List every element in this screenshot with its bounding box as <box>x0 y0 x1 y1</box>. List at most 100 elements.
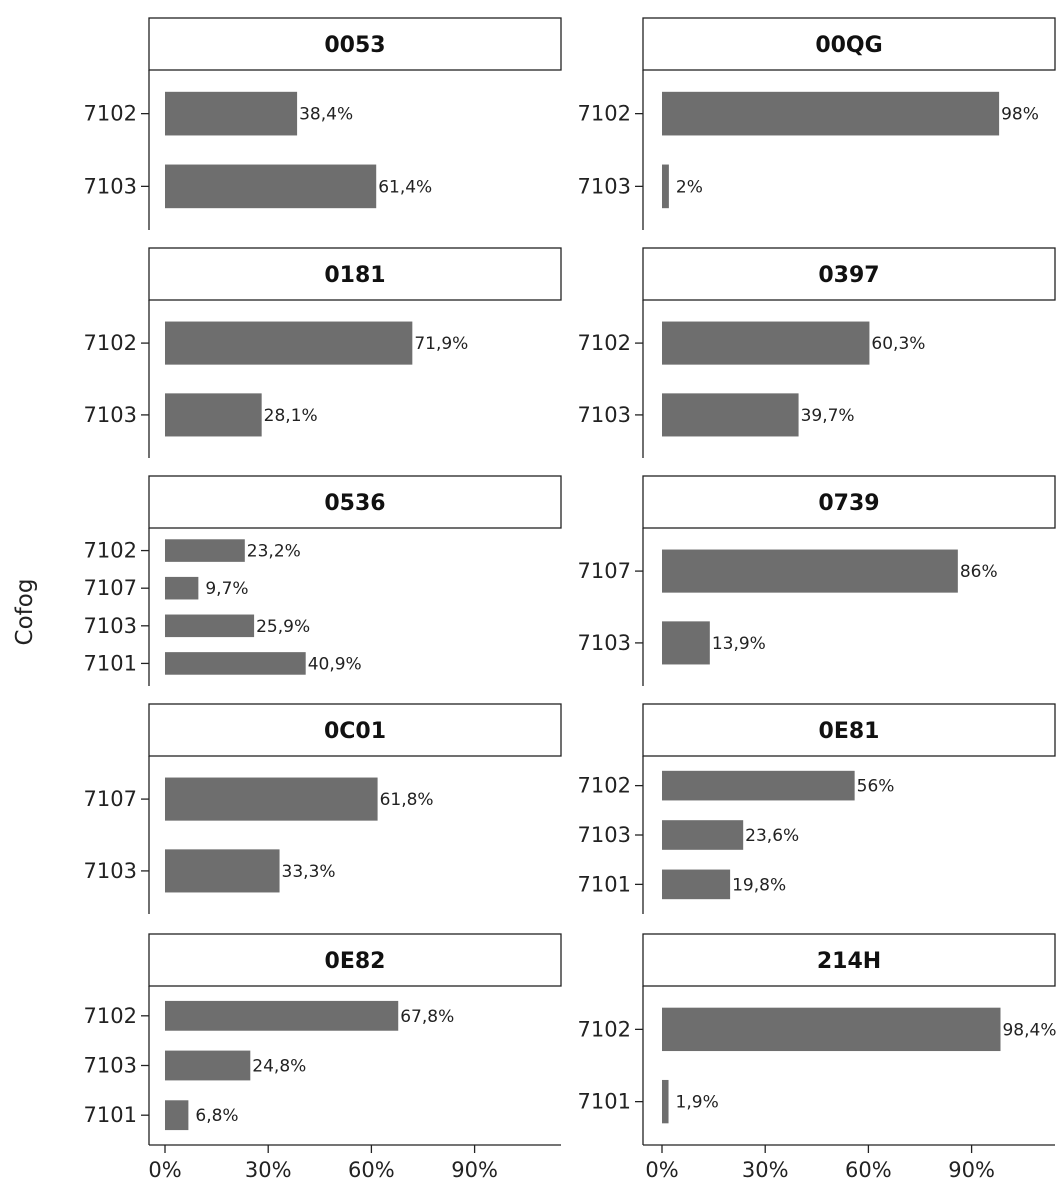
panel-00qg-bar-7102 <box>662 91 1000 136</box>
panel-0739-title: 0739 <box>818 491 879 516</box>
panel-00qg-value-label-7103: 2% <box>676 177 703 197</box>
panel-0536-bar-7101 <box>165 652 306 675</box>
panel-0536-value-label-7107: 9,7% <box>205 579 248 599</box>
panel-0c01-y-tick-label: 7107 <box>84 787 137 811</box>
panel-0e81-title: 0E81 <box>819 719 880 744</box>
y-axis-title: Cofog <box>12 579 38 646</box>
panel-0053-value-label-7103: 61,4% <box>378 177 432 197</box>
panel-0536-value-label-7103: 25,9% <box>256 617 310 637</box>
panel-0181-title: 0181 <box>324 263 385 288</box>
panel-0e82-bar-7103 <box>165 1050 251 1081</box>
panel-0e82-value-label-7103: 24,8% <box>252 1057 306 1077</box>
panel-214h-y-tick-label: 7102 <box>578 1017 631 1041</box>
panel-0536-bar-7102 <box>165 539 245 562</box>
panel-0e82-bar-7102 <box>165 1000 399 1031</box>
panel-0053-title: 0053 <box>324 33 385 58</box>
panel-0c01-bar-7107 <box>165 777 378 821</box>
panel-00qg-value-label-7102: 98% <box>1001 105 1039 125</box>
panel-0536-title: 0536 <box>324 491 385 516</box>
panel-0e82-value-label-7102: 67,8% <box>400 1007 454 1027</box>
panel-0e81-bar-7102 <box>662 770 855 801</box>
panel-0e81-value-label-7101: 19,8% <box>732 875 786 895</box>
panel-0536-strip <box>148 475 562 529</box>
panel-00qg-bar-7103 <box>662 164 669 209</box>
x-tick-label: 30% <box>245 1158 292 1182</box>
panel-0181-bar-7102 <box>165 321 413 365</box>
panel-0181-bar-7103 <box>165 393 262 437</box>
x-tick-label: 90% <box>948 1158 995 1182</box>
x-tick-label: 60% <box>845 1158 892 1182</box>
panel-0e81-value-label-7102: 56% <box>857 777 895 797</box>
panel-0053-strip <box>148 17 562 71</box>
panel-0739-value-label-7103: 13,9% <box>712 634 766 654</box>
panel-00qg-strip <box>642 17 1056 71</box>
panel-0739-bar-7103 <box>662 621 710 665</box>
x-tick-label: 60% <box>348 1158 395 1182</box>
panel-214h-value-label-7101: 1,9% <box>676 1093 719 1113</box>
panel-0053-y-tick-label: 7102 <box>84 102 137 126</box>
panel-0397-y-tick-label: 7102 <box>578 331 631 355</box>
panel-0e81-strip <box>642 703 1056 757</box>
panel-0c01-y-tick-label: 7103 <box>84 859 137 883</box>
panel-0053-y-tick-label: 7103 <box>84 174 137 198</box>
panel-0e82-value-label-7101: 6,8% <box>195 1106 238 1126</box>
x-tick-label: 0% <box>148 1158 181 1182</box>
panel-0e81-y-tick-label: 7103 <box>578 823 631 847</box>
panel-00qg-y-tick-label: 7103 <box>578 174 631 198</box>
panel-0c01-title: 0C01 <box>324 719 386 744</box>
panel-0397-y-tick-label: 7103 <box>578 403 631 427</box>
panel-0536-y-tick-label: 7103 <box>84 614 137 638</box>
panel-0053-bar-7103 <box>165 164 377 209</box>
panel-0397-strip <box>642 247 1056 301</box>
panel-214h-strip <box>642 933 1056 987</box>
panel-0181-strip <box>148 247 562 301</box>
panel-0536-y-tick-label: 7107 <box>84 576 137 600</box>
panel-0181-y-tick-label: 7103 <box>84 403 137 427</box>
panel-0181-value-label-7103: 28,1% <box>264 406 318 426</box>
panel-0397-value-label-7102: 60,3% <box>871 334 925 354</box>
panel-0e82-y-tick-label: 7103 <box>84 1054 137 1078</box>
panel-214h-title: 214H <box>817 949 881 974</box>
panel-00qg-title: 00QG <box>815 33 882 58</box>
panel-0e81-bar-7101 <box>662 869 731 900</box>
panel-0397-bar-7103 <box>662 393 799 437</box>
panel-0739-bar-7107 <box>662 549 958 593</box>
panel-0181-y-tick-label: 7102 <box>84 331 137 355</box>
panel-0397-bar-7102 <box>662 321 870 365</box>
panel-0536-value-label-7102: 23,2% <box>247 542 301 562</box>
panel-0739-y-tick-label: 7103 <box>578 631 631 655</box>
panel-214h-bar-7101 <box>662 1079 669 1124</box>
panel-0397-value-label-7103: 39,7% <box>801 406 855 426</box>
x-tick-label: 90% <box>451 1158 498 1182</box>
x-tick-label: 30% <box>742 1158 789 1182</box>
panel-0e82-y-tick-label: 7101 <box>84 1103 137 1127</box>
panel-0c01-value-label-7103: 33,3% <box>282 862 336 882</box>
panel-0e82-y-tick-label: 7102 <box>84 1004 137 1028</box>
panel-0536-bar-7103 <box>165 614 255 638</box>
panel-0536-bar-7107 <box>165 576 199 600</box>
panel-0536-value-label-7101: 40,9% <box>308 654 362 674</box>
panel-0739-value-label-7107: 86% <box>960 562 998 582</box>
panel-0e81-y-tick-label: 7101 <box>578 872 631 896</box>
panel-214h-bar-7102 <box>662 1007 1001 1052</box>
panel-0739-strip <box>642 475 1056 529</box>
panel-0e82-title: 0E82 <box>325 949 386 974</box>
panel-0536-y-tick-label: 7101 <box>84 651 137 675</box>
panel-0e82-bar-7101 <box>165 1100 189 1131</box>
panel-214h-value-label-7102: 98,4% <box>1002 1020 1056 1040</box>
panel-0e81-bar-7103 <box>662 820 744 850</box>
panel-0397-title: 0397 <box>818 263 879 288</box>
panel-214h-y-tick-label: 7101 <box>578 1090 631 1114</box>
panel-0536-y-tick-label: 7102 <box>84 539 137 563</box>
panel-0181-value-label-7102: 71,9% <box>414 334 468 354</box>
panel-0053-value-label-7102: 38,4% <box>299 105 353 125</box>
panel-0e82-strip <box>148 933 562 987</box>
panel-0e81-y-tick-label: 7102 <box>578 774 631 798</box>
panel-0c01-value-label-7107: 61,8% <box>380 790 434 810</box>
x-tick-label: 0% <box>645 1158 678 1182</box>
panel-00qg-y-tick-label: 7102 <box>578 102 631 126</box>
panel-0e81-value-label-7103: 23,6% <box>745 826 799 846</box>
panel-0053-bar-7102 <box>165 91 298 136</box>
panel-0739-y-tick-label: 7107 <box>578 559 631 583</box>
